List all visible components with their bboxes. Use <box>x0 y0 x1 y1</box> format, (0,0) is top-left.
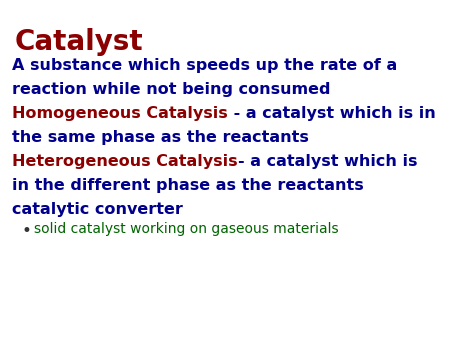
Text: catalytic converter: catalytic converter <box>12 202 183 217</box>
Text: the same phase as the reactants: the same phase as the reactants <box>12 130 309 145</box>
Text: •: • <box>22 222 32 240</box>
Text: Catalyst: Catalyst <box>15 28 144 56</box>
Text: reaction while not being consumed: reaction while not being consumed <box>12 82 330 97</box>
Text: - a catalyst which is: - a catalyst which is <box>238 154 417 169</box>
Text: Heterogeneous Catalysis: Heterogeneous Catalysis <box>12 154 238 169</box>
Text: Homogeneous Catalysis: Homogeneous Catalysis <box>12 106 228 121</box>
Text: - a catalyst which is in: - a catalyst which is in <box>228 106 436 121</box>
Text: solid catalyst working on gaseous materials: solid catalyst working on gaseous materi… <box>34 222 338 236</box>
Text: in the different phase as the reactants: in the different phase as the reactants <box>12 178 364 193</box>
Text: A substance which speeds up the rate of a: A substance which speeds up the rate of … <box>12 58 397 73</box>
